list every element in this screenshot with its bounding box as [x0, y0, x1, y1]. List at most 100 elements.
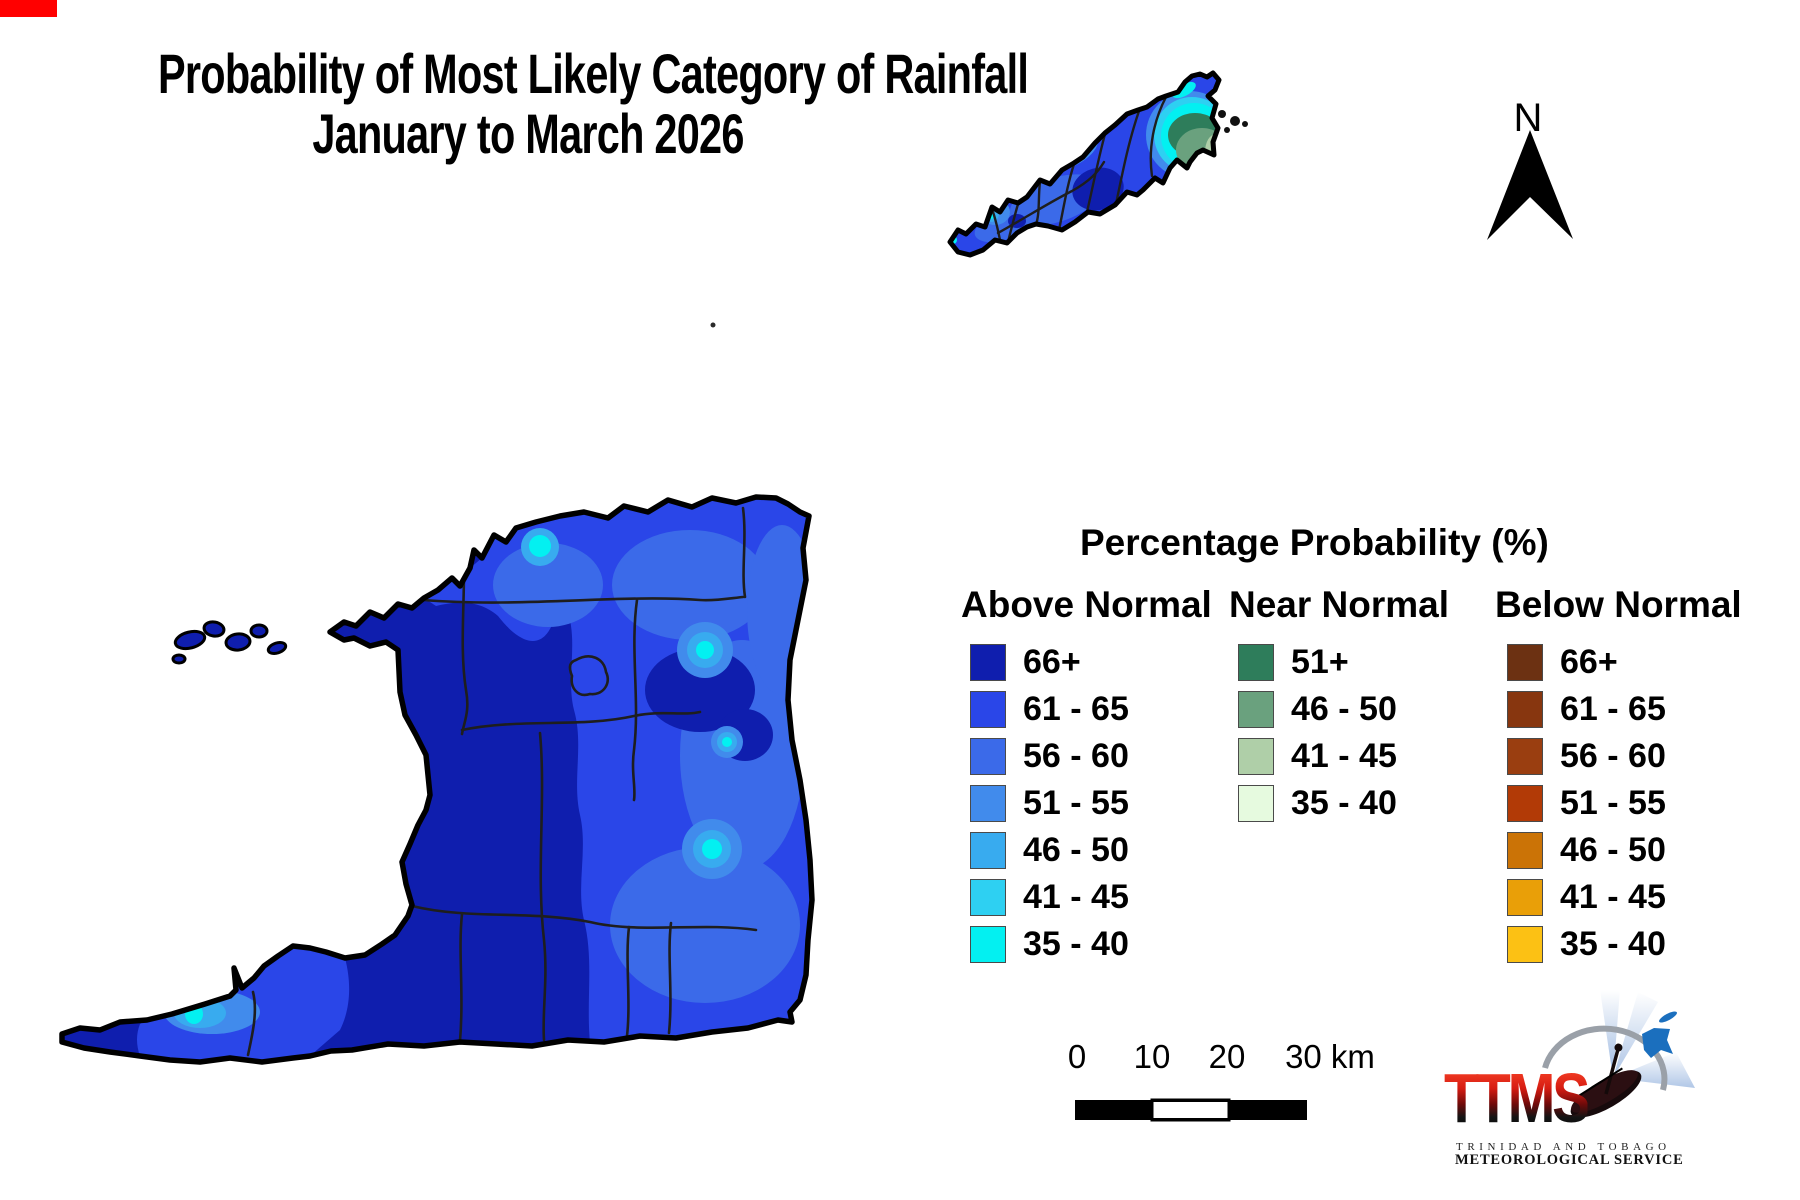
legend-swatch	[970, 926, 1006, 963]
scale-bar	[1075, 1098, 1307, 1122]
trinidad-coastline	[59, 494, 815, 1065]
legend-row: 46 - 50	[1507, 831, 1666, 869]
ttms-logo-service-line: METEOROLOGICAL SERVICE	[1455, 1152, 1684, 1168]
legend-row-label: 51 - 55	[1560, 784, 1666, 822]
legend-header-below-normal: Below Normal	[1495, 584, 1742, 625]
legend-swatch	[970, 832, 1006, 869]
legend-column-below-normal: 66+ 61 - 65 56 - 60 51 - 55 46 - 50 41 -…	[1507, 643, 1666, 973]
legend-row-label: 61 - 65	[1560, 690, 1666, 728]
legend-swatch	[1238, 738, 1274, 775]
legend-row-label: 56 - 60	[1023, 737, 1129, 775]
legend-row-label: 35 - 40	[1023, 925, 1129, 963]
contour-56-60	[747, 525, 812, 695]
legend-row: 35 - 40	[970, 925, 1129, 963]
north-arrow-label: N	[1513, 96, 1543, 140]
tobago-parish-borders	[990, 95, 1168, 244]
legend-swatch	[970, 738, 1006, 775]
trinidad-northwest-islets	[171, 620, 288, 665]
small-islet-speck	[710, 322, 716, 328]
legend-row: 56 - 60	[970, 737, 1129, 775]
legend-swatch	[1507, 691, 1543, 728]
legend-row-label: 41 - 45	[1560, 878, 1666, 916]
legend-row: 51 - 55	[1507, 784, 1666, 822]
orbit-arc	[1542, 1025, 1668, 1091]
legend-swatch	[1238, 691, 1274, 728]
legend-title: Percentage Probability (%)	[1080, 522, 1549, 563]
scalebar-tick-10: 10	[1133, 1038, 1171, 1075]
scalebar-tick-30km: 30 km	[1285, 1038, 1375, 1075]
legend-row: 41 - 45	[970, 878, 1129, 916]
legend-swatch	[1507, 738, 1543, 775]
legend-column-above-normal: 66+ 61 - 65 56 - 60 51 - 55 46 - 50 41 -…	[970, 643, 1129, 973]
legend-row-label: 66+	[1560, 643, 1618, 681]
legend-row-label: 56 - 60	[1560, 737, 1666, 775]
logo-trinidad-shape	[1642, 1028, 1673, 1058]
legend-row: 41 - 45	[1507, 878, 1666, 916]
legend-row-label: 46 - 50	[1560, 831, 1666, 869]
legend-row-label: 35 - 40	[1291, 784, 1397, 822]
legend-row: 46 - 50	[970, 831, 1129, 869]
legend-row: 35 - 40	[1238, 784, 1397, 822]
legend-row: 66+	[970, 643, 1129, 681]
legend-swatch	[1507, 644, 1543, 681]
scalebar-tick-20: 20	[1208, 1038, 1246, 1075]
contour-56-60	[610, 847, 800, 1003]
legend-swatch	[970, 879, 1006, 916]
legend-swatch	[970, 785, 1006, 822]
red-corner-mark	[0, 0, 57, 17]
map-title: Probability of Most Likely Category of R…	[158, 42, 1029, 165]
legend-row-label: 61 - 65	[1023, 690, 1129, 728]
legend-swatch	[1507, 785, 1543, 822]
legend-row-label: 66+	[1023, 643, 1081, 681]
legend-row: 56 - 60	[1507, 737, 1666, 775]
satellite-dish-icon	[1570, 1043, 1642, 1118]
trinidad-county-borders	[246, 506, 758, 1057]
legend-row: 51 - 55	[970, 784, 1129, 822]
legend-swatch	[1238, 785, 1274, 822]
tobago-coastline	[947, 70, 1222, 258]
contour-56-60	[612, 530, 768, 640]
signal-ray	[1600, 990, 1620, 1078]
ttms-logo-country-line: TRINIDAD AND TOBAGO	[1456, 1141, 1671, 1153]
contour-56-60	[493, 543, 603, 627]
legend-header-near-normal: Near Normal	[1229, 584, 1450, 625]
north-arrow-icon	[1487, 130, 1573, 240]
legend-row-label: 46 - 50	[1023, 831, 1129, 869]
legend-row: 66+	[1507, 643, 1666, 681]
legend-row-label: 51 - 55	[1023, 784, 1129, 822]
map-title-line1: Probability of Most Likely Category of R…	[158, 42, 1029, 105]
legend-row: 51+	[1238, 643, 1397, 681]
legend-row-label: 35 - 40	[1560, 925, 1666, 963]
legend-row-label: 51+	[1291, 643, 1349, 681]
trinidad-island	[59, 494, 815, 1065]
station-dot-cyan	[696, 641, 714, 659]
scalebar-tick-0: 0	[1067, 1038, 1087, 1075]
contour-66plus-blob	[1072, 167, 1124, 211]
legend-row-label: 46 - 50	[1291, 690, 1397, 728]
legend-row: 46 - 50	[1238, 690, 1397, 728]
legend-row: 41 - 45	[1238, 737, 1397, 775]
legend-row: 35 - 40	[1507, 925, 1666, 963]
legend-row-label: 41 - 45	[1291, 737, 1397, 775]
legend-row: 61 - 65	[970, 690, 1129, 728]
legend-row: 61 - 65	[1507, 690, 1666, 728]
legend-swatch	[1507, 832, 1543, 869]
legend-row-label: 41 - 45	[1023, 878, 1129, 916]
legend-header-above-normal: Above Normal	[961, 584, 1212, 625]
ttms-logo-art	[1542, 990, 1695, 1118]
map-title-line2: January to March 2026	[312, 102, 744, 165]
legend-swatch	[1507, 879, 1543, 916]
ttms-logo-acronym: TTMS	[1444, 1059, 1590, 1137]
station-dot-cyan	[702, 839, 722, 859]
legend-column-near-normal: 51+ 46 - 50 41 - 45 35 - 40	[1238, 643, 1397, 832]
legend-swatch	[1507, 926, 1543, 963]
legend-swatch	[970, 691, 1006, 728]
legend-swatch	[1238, 644, 1274, 681]
station-dot-cyan	[529, 535, 551, 557]
tobago-northeast-islets	[1218, 110, 1248, 133]
contour-66plus-blob	[645, 648, 755, 732]
station-dot-cyan	[722, 737, 732, 747]
logo-tobago-shape	[1659, 1011, 1677, 1023]
